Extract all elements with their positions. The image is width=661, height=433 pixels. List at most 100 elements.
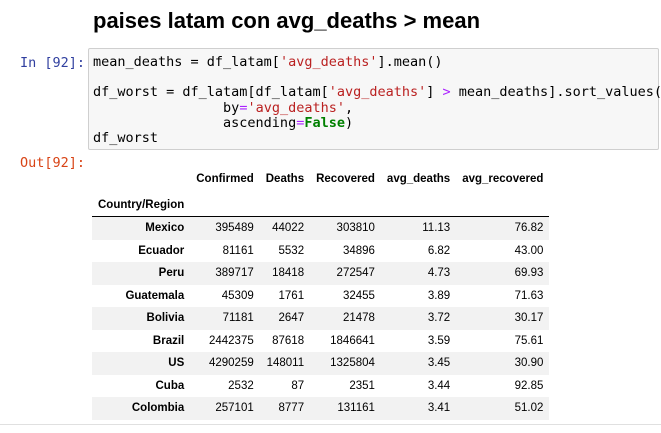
table-row: Colombia 257101 8777 131161 3.41 51.02 — [92, 397, 550, 420]
table-row: Cuba 2532 87 2351 3.44 92.85 — [92, 375, 549, 398]
code-input-cell[interactable]: mean_deaths = df_latam['avg_deaths'].mea… — [88, 48, 661, 150]
table-cell: 5532 — [278, 244, 305, 257]
output-prompt: Out[92]: — [20, 155, 86, 171]
row-index-label: Brazil — [152, 334, 185, 347]
table-row: Mexico 395489 44022 303810 11.13 76.82 — [92, 216, 550, 240]
column-header: avg_recovered — [462, 173, 544, 185]
row-index-label: Peru — [158, 267, 185, 280]
table-cell: 1325804 — [330, 357, 375, 370]
table-cell: 32455 — [342, 289, 375, 302]
column-header: avg_deaths — [386, 173, 451, 185]
table-cell: 71181 — [222, 312, 254, 325]
code-token: , — [345, 99, 354, 116]
table-cell: 30.90 — [514, 357, 544, 370]
table-cell: 87 — [291, 379, 305, 392]
code-line-6: df_worst — [93, 129, 661, 146]
table-cell: 81161 — [222, 244, 254, 257]
input-prompt: In [92]: — [20, 55, 86, 71]
code-line-5: ascending=False) — [93, 114, 661, 131]
code-token: ].mean() — [377, 54, 443, 70]
code-token: df_worst — [93, 129, 159, 146]
cell-divider — [0, 424, 661, 425]
table-cell: 75.61 — [514, 334, 544, 347]
row-index-label: Bolivia — [146, 312, 185, 325]
table-cell: 44022 — [272, 222, 305, 235]
column-header: Confirmed — [196, 173, 254, 185]
table-cell: 3.72 — [427, 312, 451, 325]
index-name: Country/Region — [92, 194, 191, 217]
table-cell: 4290259 — [208, 357, 254, 370]
code-operator: = — [296, 114, 305, 131]
table-cell: 131161 — [337, 402, 375, 415]
markdown-heading: paises latam con avg_deaths > mean — [93, 8, 481, 33]
table-row: Brazil 2442375 87618 1846641 3.59 75.61 — [92, 330, 549, 353]
table-cell: 8777 — [278, 402, 305, 415]
table-cell: 1846641 — [330, 334, 375, 347]
table-cell: 272547 — [336, 267, 375, 280]
table-cell: 76.82 — [514, 222, 544, 235]
table-cell: 2351 — [349, 379, 375, 392]
row-index-label: Ecuador — [138, 244, 185, 257]
table-cell: 389717 — [215, 267, 254, 280]
column-header: Recovered — [316, 173, 375, 185]
code-token: ) — [344, 114, 354, 131]
table-cell: 3.59 — [427, 334, 451, 347]
table-cell: 2532 — [228, 379, 254, 392]
table-cell: 87618 — [272, 334, 305, 347]
table-cell: 2647 — [278, 312, 305, 325]
row-index-label: Cuba — [155, 379, 185, 392]
table-cell: 92.85 — [514, 379, 544, 392]
table-cell: 3.41 — [427, 402, 451, 415]
table-row: Guatemala 45309 1761 32455 3.89 71.63 — [92, 285, 549, 308]
table-cell: 148011 — [266, 357, 305, 370]
code-token: ] — [426, 84, 443, 101]
column-header-row: Confirmed Deaths Recovered avg_deaths av… — [92, 164, 549, 194]
table-cell: 4.73 — [427, 267, 451, 280]
table-cell: 45309 — [221, 289, 254, 302]
code-token: mean_deaths].sort_values( — [450, 84, 661, 101]
code-string: 'avg_deaths' — [247, 99, 345, 116]
index-corner — [92, 164, 190, 194]
code-line-4: by='avg_deaths', — [93, 99, 661, 116]
row-index-label: Guatemala — [125, 289, 185, 302]
code-editor[interactable]: mean_deaths = df_latam['avg_deaths'].mea… — [93, 54, 661, 146]
table-cell: 51.02 — [514, 402, 544, 415]
table-row: Bolivia 71181 2647 21478 3.72 30.17 — [92, 307, 550, 330]
table-cell: 30.17 — [514, 312, 544, 325]
row-index-label: US — [168, 357, 185, 370]
table-cell: 395489 — [215, 222, 254, 235]
output-dataframe: Confirmed Deaths Recovered avg_deaths av… — [92, 164, 550, 420]
table-cell: 3.89 — [427, 289, 451, 302]
table-row: Ecuador 81161 5532 34896 6.82 43.00 — [92, 240, 549, 263]
table-cell: 18418 — [272, 267, 305, 280]
table-cell: 34896 — [342, 244, 375, 257]
dataframe-table: Confirmed Deaths Recovered avg_deaths av… — [92, 164, 550, 420]
code-token: mean_deaths = df_latam[ — [93, 54, 280, 70]
table-cell: 71.63 — [514, 289, 544, 302]
index-name-row: Country/Region — [92, 194, 550, 217]
table-row: Peru 389717 18418 272547 4.73 69.93 — [92, 262, 550, 285]
code-line-3: df_worst = df_latam[df_latam['avg_deaths… — [93, 85, 661, 100]
column-header: Deaths — [265, 173, 305, 185]
table-cell: 303810 — [336, 222, 375, 235]
table-body: Mexico 395489 44022 303810 11.13 76.82 Ecuador… — [92, 216, 550, 420]
table-cell: 2442375 — [208, 334, 254, 347]
table-cell: 3.45 — [427, 357, 451, 370]
row-index-label: Mexico — [145, 222, 185, 235]
code-token: df_worst = df_latam[df_latam[ — [93, 84, 329, 101]
code-line-2 — [93, 70, 661, 85]
code-operator: > — [442, 84, 451, 101]
table-cell: 257101 — [215, 402, 254, 415]
code-operator: = — [239, 99, 248, 116]
code-token: ascending — [93, 114, 297, 131]
code-string: 'avg_deaths' — [328, 84, 427, 101]
table-cell: 11.13 — [422, 222, 451, 235]
code-string: 'avg_deaths' — [279, 54, 378, 70]
code-keyword: False — [304, 114, 345, 131]
row-index-label: Colombia — [131, 402, 185, 415]
table-cell: 69.93 — [514, 267, 544, 280]
table-row: US 4290259 148011 1325804 3.45 30.90 — [92, 352, 550, 375]
table-cell: 43.00 — [514, 244, 544, 257]
table-cell: 21478 — [342, 312, 375, 325]
table-cell: 3.44 — [427, 379, 451, 392]
